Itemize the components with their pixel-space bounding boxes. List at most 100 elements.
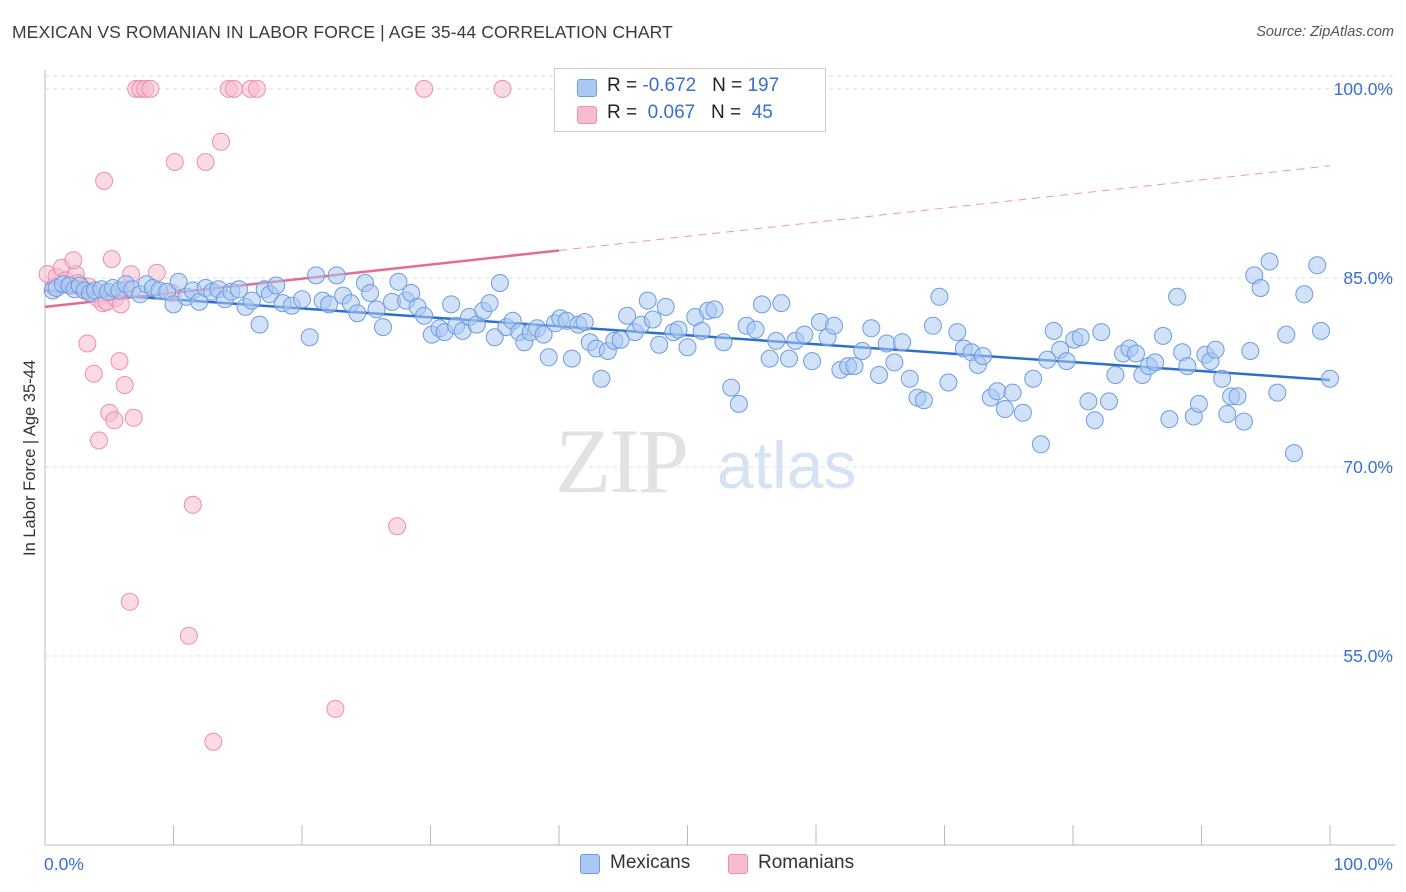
y-tick-label: 100.0% — [1334, 79, 1393, 99]
mexicans-point — [705, 300, 724, 319]
romanians-point — [95, 171, 114, 190]
legend-swatch-mexicans — [577, 79, 597, 97]
mexicans-point — [1057, 352, 1076, 371]
x-tick-label-max: 100.0% — [1334, 854, 1393, 874]
romanians-point — [102, 250, 121, 268]
romanians-point — [124, 408, 143, 427]
mexicans-point — [885, 353, 904, 372]
mexicans-point — [1321, 369, 1339, 388]
legend-swatch-romanians — [728, 854, 748, 874]
mexicans-point — [618, 306, 637, 325]
romanians-trend-line-dashed — [558, 165, 1331, 251]
mexicans-point — [1100, 392, 1118, 411]
mexicans-point — [1154, 326, 1172, 345]
mexicans-point — [1308, 256, 1327, 275]
mexicans-point — [250, 315, 269, 334]
romanians-point — [165, 153, 184, 171]
mexicans-point — [893, 333, 912, 352]
mexicans-point — [539, 348, 558, 367]
mexicans-point — [1003, 383, 1022, 402]
mexicans-point — [1241, 342, 1260, 360]
legend-r-value-romanians: 0.067 — [642, 102, 696, 123]
mexicans-point — [1228, 387, 1247, 406]
romanians-point — [388, 517, 407, 536]
romanians-point — [183, 495, 202, 514]
mexicans-point — [678, 338, 697, 357]
mexicans-point — [1013, 403, 1032, 422]
romanians-point — [90, 431, 108, 450]
mexicans-point — [923, 316, 942, 335]
legend-r-value-mexicans: -0.672 — [642, 75, 697, 96]
mexicans-point — [1127, 344, 1145, 363]
romanians-point — [78, 334, 97, 353]
romanians-point — [120, 592, 139, 611]
mexicans-point — [562, 349, 581, 368]
mexicans-point — [575, 313, 594, 331]
mexicans-point — [1218, 405, 1237, 423]
mexicans-point — [1038, 350, 1057, 369]
romanians-point — [84, 364, 103, 383]
mexicans-point — [534, 325, 553, 344]
axes — [44, 70, 1395, 846]
mexicans-point — [1024, 369, 1043, 388]
mexicans-point — [361, 284, 380, 302]
mexicans-point — [877, 334, 896, 353]
mexicans-point — [490, 274, 509, 292]
mexicans-point — [1234, 412, 1253, 431]
y-tick-label: 70.0% — [1343, 457, 1393, 477]
mexicans-point — [900, 369, 919, 388]
mexicans-point — [242, 291, 261, 310]
mexicans-point — [1168, 287, 1187, 306]
legend-label-romanians: Romanians — [758, 852, 855, 873]
mexicans-point — [760, 349, 779, 368]
mexicans-point — [1178, 357, 1197, 376]
mexicans-point — [1285, 444, 1303, 463]
mexicans-point — [327, 266, 346, 285]
mexicans-point — [1106, 366, 1125, 384]
mexicans-point — [722, 378, 741, 397]
watermark-zip: ZIP — [555, 410, 687, 512]
mexicans-point — [1031, 435, 1050, 454]
mexicans-point — [656, 297, 675, 316]
mexicans-point — [939, 373, 958, 392]
mexicans-point — [795, 325, 814, 344]
mexicans-point — [753, 295, 771, 314]
mexicans-point — [862, 319, 881, 338]
romanians-point — [196, 153, 215, 171]
romanians-point — [64, 251, 83, 270]
romanians-point — [212, 132, 230, 151]
mexicans-point — [692, 321, 711, 340]
mexicans-point — [348, 304, 367, 323]
mexicans-point — [611, 330, 630, 349]
mexicans-point — [803, 352, 822, 371]
legend-n-value-mexicans: 197 — [747, 75, 780, 96]
mexicans-point — [845, 357, 864, 376]
romanians-point — [326, 699, 345, 718]
legend-r-label: R = — [607, 102, 643, 123]
mexicans-point — [870, 366, 888, 384]
source-label: Source: ZipAtlas.com — [1256, 24, 1394, 40]
chart-title: MEXICAN VS ROMANIAN IN LABOR FORCE | AGE… — [12, 22, 673, 42]
mexicans-point — [1189, 394, 1208, 413]
mexicans-point — [367, 300, 386, 319]
romanians-point — [115, 376, 134, 394]
mexicans-point — [914, 391, 933, 410]
mexicans-point — [948, 323, 967, 342]
mexicans-point — [169, 272, 188, 291]
romanians-point — [415, 79, 434, 98]
mexicans-point — [1206, 340, 1225, 359]
mexicans-point — [930, 287, 949, 306]
mexicans-point — [389, 272, 408, 291]
mexicans-points — [43, 252, 1339, 463]
x-tick-label-min: 0.0% — [44, 854, 84, 874]
mexicans-point — [650, 335, 669, 354]
mexicans-point — [1085, 411, 1104, 430]
mexicans-point — [643, 310, 662, 329]
mexicans-point — [267, 276, 286, 295]
mexicans-point — [1092, 323, 1111, 342]
romanians-point — [141, 79, 160, 98]
mexicans-point — [320, 295, 338, 314]
romanians-point — [224, 79, 243, 98]
correlation-legend: R = -0.672 N = 197 R = 0.067 N = 45 — [554, 68, 826, 132]
